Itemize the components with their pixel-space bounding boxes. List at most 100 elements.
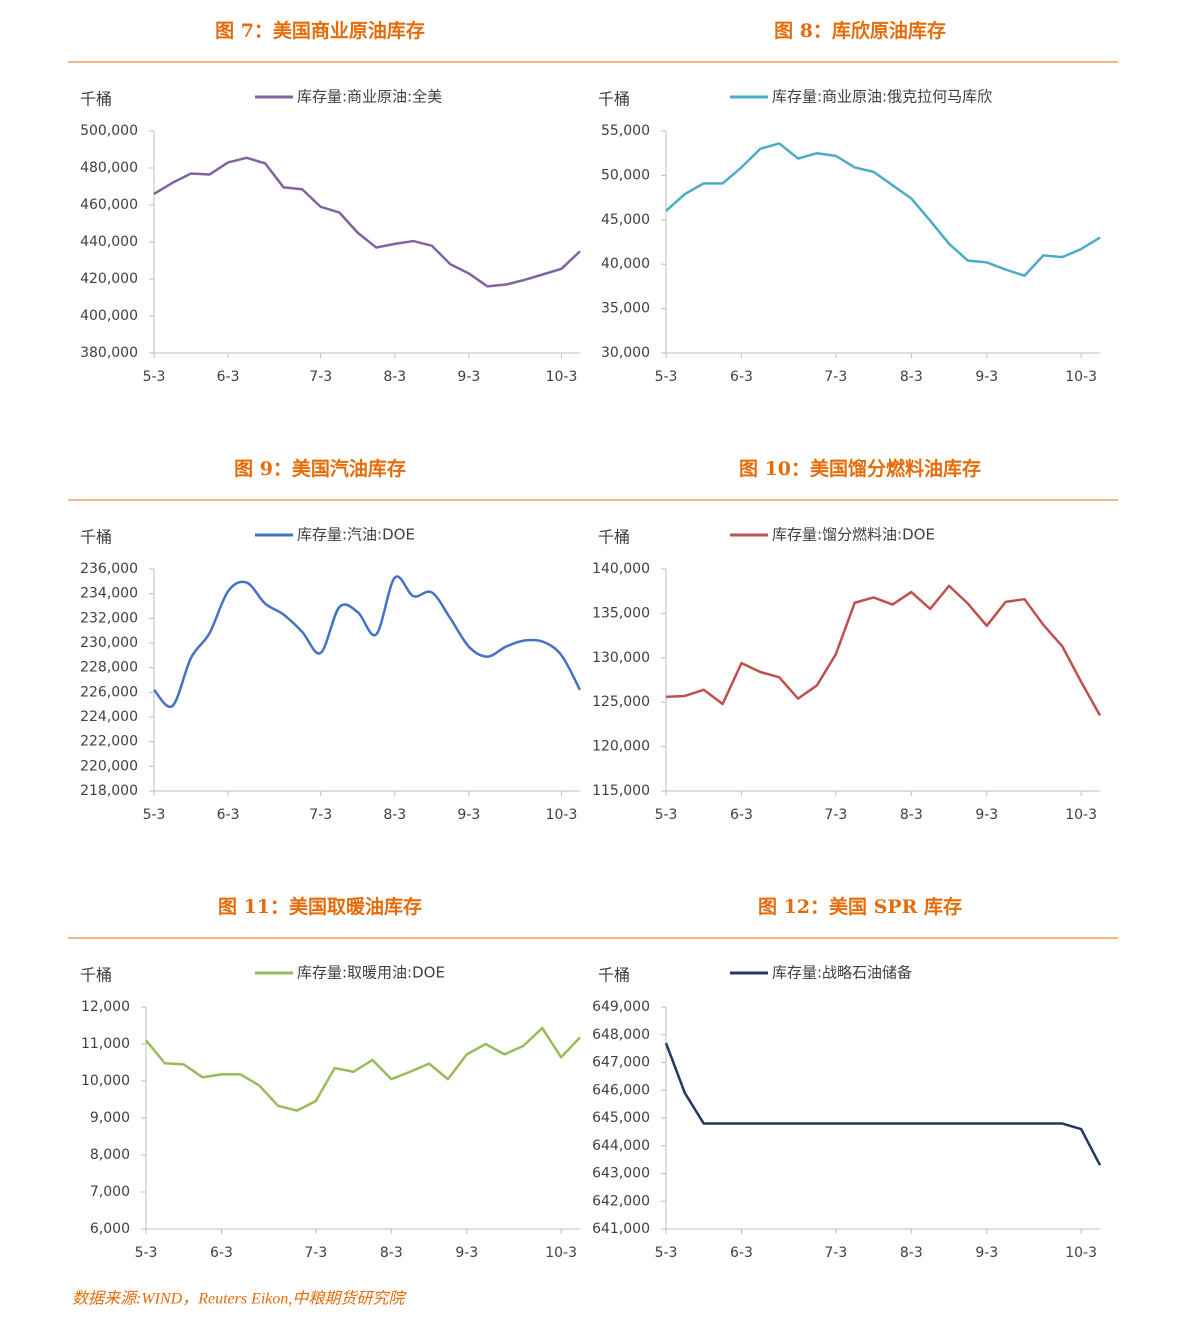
source-note: 数据来源:WIND，Reuters Eikon,中粮期货研究院 bbox=[72, 1290, 407, 1308]
y-axis-label: 千桶 bbox=[598, 528, 630, 547]
x-tick-label: 8-3 bbox=[900, 807, 923, 823]
y-tick-label: 222,000 bbox=[80, 734, 138, 750]
x-tick-label: 6-3 bbox=[730, 1245, 753, 1261]
y-tick-label: 6,000 bbox=[90, 1221, 130, 1237]
y-axis-label: 千桶 bbox=[80, 528, 112, 547]
x-tick-label: 6-3 bbox=[730, 369, 753, 385]
y-tick-label: 115,000 bbox=[592, 783, 650, 799]
y-tick-label: 440,000 bbox=[80, 234, 138, 250]
series-line bbox=[153, 575, 582, 709]
y-tick-label: 50,000 bbox=[601, 167, 650, 183]
x-tick-label: 7-3 bbox=[824, 369, 847, 385]
chart-title: 图 12：美国 SPR 库存 bbox=[758, 895, 962, 918]
x-tick-label: 9-3 bbox=[975, 1245, 998, 1261]
y-tick-label: 460,000 bbox=[80, 197, 138, 213]
y-axis-label: 千桶 bbox=[598, 90, 630, 109]
y-tick-label: 9,000 bbox=[90, 1110, 130, 1126]
y-tick-label: 480,000 bbox=[80, 160, 138, 176]
x-tick-label: 9-3 bbox=[457, 807, 480, 823]
y-tick-label: 130,000 bbox=[592, 650, 650, 666]
y-tick-label: 230,000 bbox=[80, 635, 138, 651]
y-tick-label: 120,000 bbox=[592, 739, 650, 755]
x-tick-label: 10-3 bbox=[546, 807, 578, 823]
legend-label: 库存量:汽油:DOE bbox=[297, 526, 415, 544]
y-axis-label: 千桶 bbox=[80, 966, 112, 985]
y-tick-label: 35,000 bbox=[601, 301, 650, 317]
y-tick-label: 648,000 bbox=[592, 1027, 650, 1043]
y-tick-label: 400,000 bbox=[80, 308, 138, 324]
y-tick-label: 11,000 bbox=[81, 1036, 130, 1052]
series-line bbox=[665, 142, 1101, 277]
legend-label: 库存量:馏分燃料油:DOE bbox=[772, 526, 935, 544]
y-tick-label: 140,000 bbox=[592, 561, 650, 577]
y-tick-label: 30,000 bbox=[601, 345, 650, 361]
x-tick-label: 6-3 bbox=[217, 369, 240, 385]
legend-label: 库存量:取暖用油:DOE bbox=[297, 964, 445, 982]
y-tick-label: 236,000 bbox=[80, 561, 138, 577]
y-axis-label: 千桶 bbox=[598, 966, 630, 985]
chart-title: 图 10：美国馏分燃料油库存 bbox=[739, 457, 981, 480]
y-tick-label: 7,000 bbox=[90, 1184, 130, 1200]
x-tick-label: 5-3 bbox=[655, 807, 678, 823]
legend-label: 库存量:战略石油储备 bbox=[772, 964, 912, 982]
y-tick-label: 10,000 bbox=[81, 1073, 130, 1089]
series-line bbox=[665, 584, 1102, 717]
x-tick-label: 5-3 bbox=[143, 369, 166, 385]
x-tick-label: 8-3 bbox=[900, 369, 923, 385]
chart-title: 图 9：美国汽油库存 bbox=[234, 457, 406, 480]
chart-title: 图 8：库欣原油库存 bbox=[774, 19, 946, 42]
y-tick-label: 645,000 bbox=[592, 1110, 650, 1126]
y-tick-label: 228,000 bbox=[80, 660, 138, 676]
x-tick-label: 8-3 bbox=[383, 369, 406, 385]
y-tick-label: 232,000 bbox=[80, 610, 138, 626]
y-axis-label: 千桶 bbox=[80, 90, 112, 109]
x-tick-label: 7-3 bbox=[309, 369, 332, 385]
y-tick-label: 135,000 bbox=[592, 605, 650, 621]
series-line bbox=[664, 1042, 1102, 1166]
x-tick-label: 6-3 bbox=[217, 807, 240, 823]
x-tick-label: 9-3 bbox=[975, 807, 998, 823]
y-tick-label: 500,000 bbox=[80, 123, 138, 139]
y-tick-label: 8,000 bbox=[90, 1147, 130, 1163]
x-tick-label: 8-3 bbox=[383, 807, 406, 823]
y-tick-label: 642,000 bbox=[592, 1193, 650, 1209]
y-tick-label: 12,000 bbox=[81, 999, 130, 1015]
series-line bbox=[145, 1026, 581, 1112]
y-tick-label: 641,000 bbox=[592, 1221, 650, 1237]
x-tick-label: 6-3 bbox=[210, 1245, 233, 1261]
x-tick-label: 7-3 bbox=[309, 807, 332, 823]
x-tick-label: 7-3 bbox=[824, 1245, 847, 1261]
series-line bbox=[153, 156, 581, 288]
x-tick-label: 5-3 bbox=[655, 369, 678, 385]
x-tick-label: 5-3 bbox=[655, 1245, 678, 1261]
x-tick-label: 8-3 bbox=[900, 1245, 923, 1261]
y-tick-label: 218,000 bbox=[80, 783, 138, 799]
y-tick-label: 380,000 bbox=[80, 345, 138, 361]
x-tick-label: 5-3 bbox=[135, 1245, 158, 1261]
x-tick-label: 10-3 bbox=[546, 369, 578, 385]
x-tick-label: 5-3 bbox=[143, 807, 166, 823]
y-tick-label: 45,000 bbox=[601, 212, 650, 228]
chart-title: 图 7：美国商业原油库存 bbox=[215, 19, 425, 42]
x-tick-label: 10-3 bbox=[1065, 807, 1097, 823]
y-tick-label: 420,000 bbox=[80, 271, 138, 287]
x-tick-label: 10-3 bbox=[545, 1245, 577, 1261]
y-tick-label: 234,000 bbox=[80, 586, 138, 602]
y-tick-label: 40,000 bbox=[601, 256, 650, 272]
legend-label: 库存量:商业原油:俄克拉何马库欣 bbox=[772, 88, 992, 106]
legend-label: 库存量:商业原油:全美 bbox=[297, 88, 442, 106]
y-tick-label: 649,000 bbox=[592, 999, 650, 1015]
y-tick-label: 647,000 bbox=[592, 1055, 650, 1071]
y-tick-label: 226,000 bbox=[80, 684, 138, 700]
y-tick-label: 125,000 bbox=[592, 694, 650, 710]
x-tick-label: 6-3 bbox=[730, 807, 753, 823]
x-tick-label: 8-3 bbox=[380, 1245, 403, 1261]
y-tick-label: 646,000 bbox=[592, 1082, 650, 1098]
y-tick-label: 644,000 bbox=[592, 1138, 650, 1154]
x-tick-label: 10-3 bbox=[1065, 1245, 1097, 1261]
x-tick-label: 9-3 bbox=[975, 369, 998, 385]
x-tick-label: 7-3 bbox=[824, 807, 847, 823]
y-tick-label: 643,000 bbox=[592, 1166, 650, 1182]
chart-title: 图 11：美国取暖油库存 bbox=[218, 895, 422, 918]
